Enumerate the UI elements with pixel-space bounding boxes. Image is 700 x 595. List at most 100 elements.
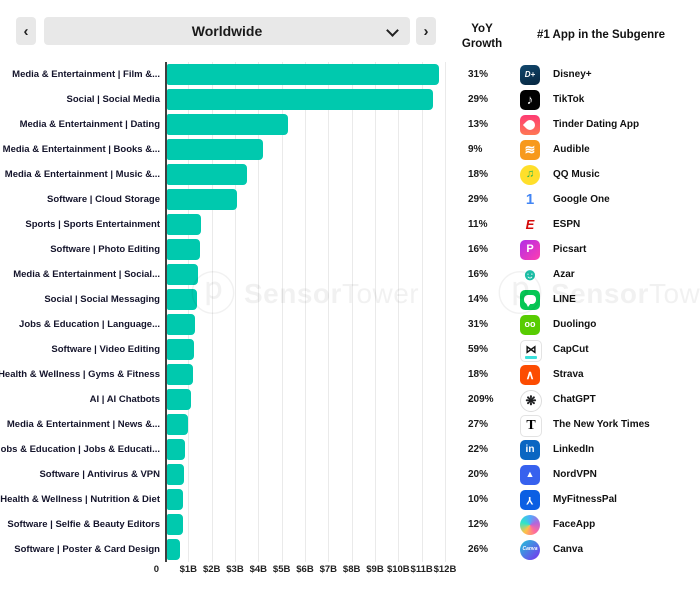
google-one-icon: 1 xyxy=(525,191,535,208)
revenue-bar[interactable] xyxy=(167,389,192,410)
revenue-bar[interactable] xyxy=(167,339,194,360)
yoy-growth-value: 59% xyxy=(468,344,489,355)
tiktok-icon: ♪ xyxy=(520,89,540,110)
top-app-name: Duolingo xyxy=(553,319,597,330)
region-dropdown[interactable]: Worldwide xyxy=(44,17,410,45)
revenue-bar[interactable] xyxy=(167,214,201,235)
x-axis-tick-label: $12B xyxy=(433,564,457,575)
revenue-bar[interactable] xyxy=(167,164,248,185)
category-label: Software | Poster & Card Design xyxy=(14,544,160,555)
revenue-bar[interactable] xyxy=(167,139,263,160)
category-label: Media & Entertainment | Social... xyxy=(13,269,160,280)
chevron-down-icon xyxy=(386,24,399,37)
revenue-bar[interactable] xyxy=(167,89,433,110)
revenue-bar[interactable] xyxy=(167,114,289,135)
gridline xyxy=(281,62,283,562)
revenue-bar[interactable] xyxy=(167,364,193,385)
revenue-bar[interactable] xyxy=(167,264,198,285)
category-label: Software | Selfie & Beauty Editors xyxy=(7,519,160,530)
category-label: Software | Photo Editing xyxy=(50,244,160,255)
chatgpt-icon: ❋ xyxy=(520,389,542,412)
yoy-growth-value: 16% xyxy=(468,244,489,255)
revenue-bar[interactable] xyxy=(167,314,195,335)
top-app-name: Disney+ xyxy=(553,69,592,80)
gridline xyxy=(444,62,446,562)
previous-region-button[interactable]: ‹ xyxy=(16,17,36,45)
yoy-growth-value: 16% xyxy=(468,269,489,280)
revenue-bar[interactable] xyxy=(167,489,183,510)
gridline xyxy=(328,62,330,562)
top-app-name: Strava xyxy=(553,369,584,380)
gridline xyxy=(351,62,353,562)
yoy-growth-value: 11% xyxy=(468,219,488,230)
revenue-bar[interactable] xyxy=(167,514,183,535)
nyt-icon: T xyxy=(520,414,542,437)
category-label: Media & Entertainment | Film &... xyxy=(12,69,160,80)
nordvpn-icon: ▲ xyxy=(520,464,540,485)
y-axis-line xyxy=(165,62,167,562)
revenue-bar[interactable] xyxy=(167,414,188,435)
category-label: Software | Video Editing xyxy=(51,344,160,355)
top-app-header: #1 App in the Subgenre xyxy=(536,29,665,41)
x-axis-tick-label: $1B xyxy=(179,564,198,575)
x-axis-tick-label: $10B xyxy=(386,564,410,575)
top-app-name: ChatGPT xyxy=(553,394,596,405)
capcut-icon: ⋈ xyxy=(520,339,542,362)
revenue-bar[interactable] xyxy=(167,239,200,260)
top-app-name: NordVPN xyxy=(553,469,597,480)
top-app-name: Audible xyxy=(553,144,590,155)
yoy-growth-value: 26% xyxy=(468,544,489,555)
x-axis-tick-label: $2B xyxy=(202,564,221,575)
gridline xyxy=(188,62,190,562)
revenue-bar[interactable] xyxy=(167,439,185,460)
top-app-name: Picsart xyxy=(553,244,587,255)
category-label: Sports | Sports Entertainment xyxy=(25,219,160,230)
revenue-bar[interactable] xyxy=(167,539,181,560)
revenue-bar[interactable] xyxy=(167,289,197,310)
yoy-growth-value: 18% xyxy=(468,369,489,380)
tinder-icon xyxy=(520,114,540,135)
next-region-button[interactable]: › xyxy=(416,17,436,45)
myfitnesspal-icon: Y xyxy=(520,489,540,510)
yoy-growth-value: 20% xyxy=(468,469,489,480)
revenue-bar[interactable] xyxy=(167,464,184,485)
category-label: Software | Cloud Storage xyxy=(47,194,160,205)
audible-icon: ≋ xyxy=(520,139,540,160)
revenue-bar[interactable] xyxy=(167,64,439,85)
azar-icon: ☻ xyxy=(521,265,539,284)
yoy-growth-value: 31% xyxy=(468,69,489,80)
x-axis-tick-label: $6B xyxy=(296,564,314,575)
top-app-name: LINE xyxy=(553,294,576,305)
revenue-bar[interactable] xyxy=(167,189,237,210)
x-axis-tick-label: $11B xyxy=(410,564,433,575)
yoy-growth-value: 10% xyxy=(468,494,489,505)
yoy-growth-value: 18% xyxy=(468,169,489,180)
gridline xyxy=(374,62,376,562)
category-label: Software | Antivirus & VPN xyxy=(39,469,160,480)
faceapp-icon xyxy=(520,514,540,535)
picsart-icon: P xyxy=(520,239,540,260)
category-label: Health & Wellness | Gyms & Fitness xyxy=(0,369,160,380)
category-label: Social | Social Messaging xyxy=(44,294,160,305)
region-dropdown-value: Worldwide xyxy=(191,23,263,39)
category-label: Media & Entertainment | Music &... xyxy=(4,169,160,180)
yoy-growth-value: 209% xyxy=(468,394,494,405)
x-axis-tick-label: $7B xyxy=(319,564,338,575)
category-label: Social | Social Media xyxy=(66,94,160,105)
yoy-growth-value: 14% xyxy=(468,294,489,305)
qq-music-icon: ♫ xyxy=(520,164,540,185)
canva-icon: Canva xyxy=(520,539,540,560)
yoy-growth-value: 13% xyxy=(468,119,489,130)
top-app-name: QQ Music xyxy=(553,169,600,180)
x-axis-tick-label: $5B xyxy=(272,564,291,575)
category-label: Health & Wellness | Nutrition & Diet xyxy=(0,494,160,505)
top-app-name: MyFitnessPal xyxy=(553,494,617,505)
gridline xyxy=(211,62,213,562)
top-app-name: Google One xyxy=(553,194,610,205)
x-axis-tick-label: $4B xyxy=(249,564,268,575)
gridline xyxy=(234,62,236,562)
duolingo-icon: oo xyxy=(520,314,540,335)
top-app-name: FaceApp xyxy=(553,519,596,530)
disney-plus-icon: D+ xyxy=(520,64,540,85)
